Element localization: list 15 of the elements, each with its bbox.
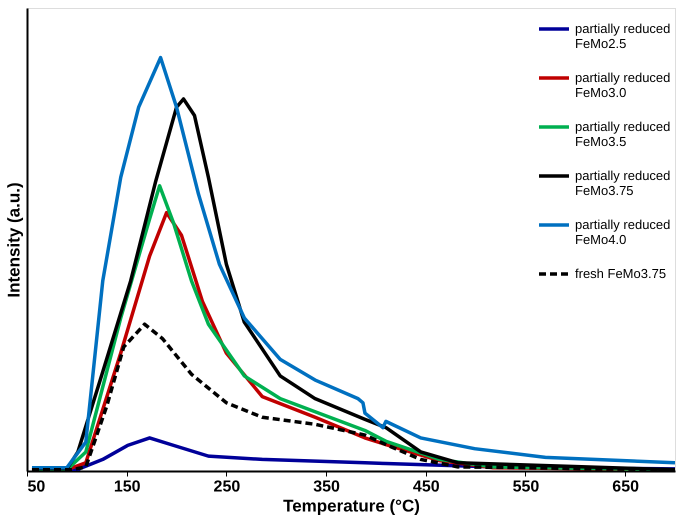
x-tick-label: 650 [612,478,640,496]
legend-label: partially reduced FeMo2.5 [575,21,670,51]
x-axis-title: Temperature (°C) [283,496,420,516]
legend-label: partially reduced FeMo3.0 [575,70,670,100]
y-axis-title: Intensity (a.u.) [4,182,24,298]
x-tick-label: 250 [214,478,240,496]
x-tick-label: 350 [313,478,340,496]
legend-label: partially reduced FeMo3.75 [575,168,670,198]
legend-label: partially reduced FeMo3.5 [575,119,670,149]
x-tick-label: 50 [28,478,46,496]
x-tick-label: 550 [512,478,540,496]
legend-label: fresh FeMo3.75 [575,266,666,281]
x-tick-label: 150 [114,478,141,496]
x-tick-label: 450 [412,478,440,496]
legend-label: partially reduced FeMo4.0 [575,217,670,247]
